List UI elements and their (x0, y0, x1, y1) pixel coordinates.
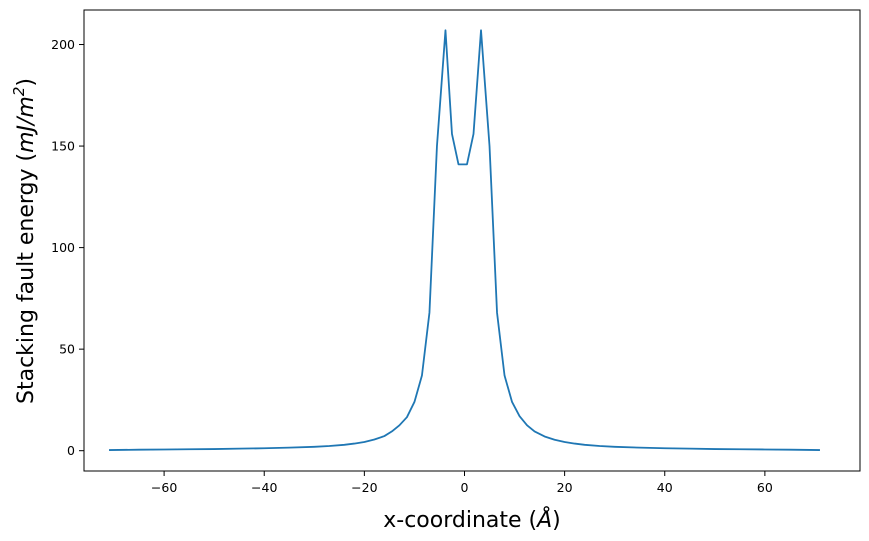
x-tick-label: −40 (251, 480, 277, 495)
y-axis: 0 50 100 150 200 (51, 37, 84, 458)
y-tick-label: 150 (51, 139, 75, 154)
x-tick-label: −60 (151, 480, 177, 495)
y-tick-label: 50 (59, 342, 75, 357)
series-line (109, 29, 820, 451)
x-axis: −60 −40 −20 0 20 40 60 (151, 471, 773, 495)
plot-frame (83, 9, 861, 472)
x-axis-label: x-coordinate (Å) (383, 506, 561, 533)
y-tick-label: 100 (51, 240, 75, 255)
x-tick-label: 20 (557, 480, 573, 495)
y-tick-label: 0 (67, 443, 75, 458)
plot-area (83, 9, 861, 472)
x-tick-label: 60 (757, 480, 773, 495)
y-axis-label: Stacking fault energy (mJ/m2) (10, 78, 39, 404)
x-tick-label: 0 (461, 480, 469, 495)
y-tick-label: 200 (51, 37, 75, 52)
x-tick-label: −20 (351, 480, 377, 495)
x-tick-label: 40 (657, 480, 673, 495)
